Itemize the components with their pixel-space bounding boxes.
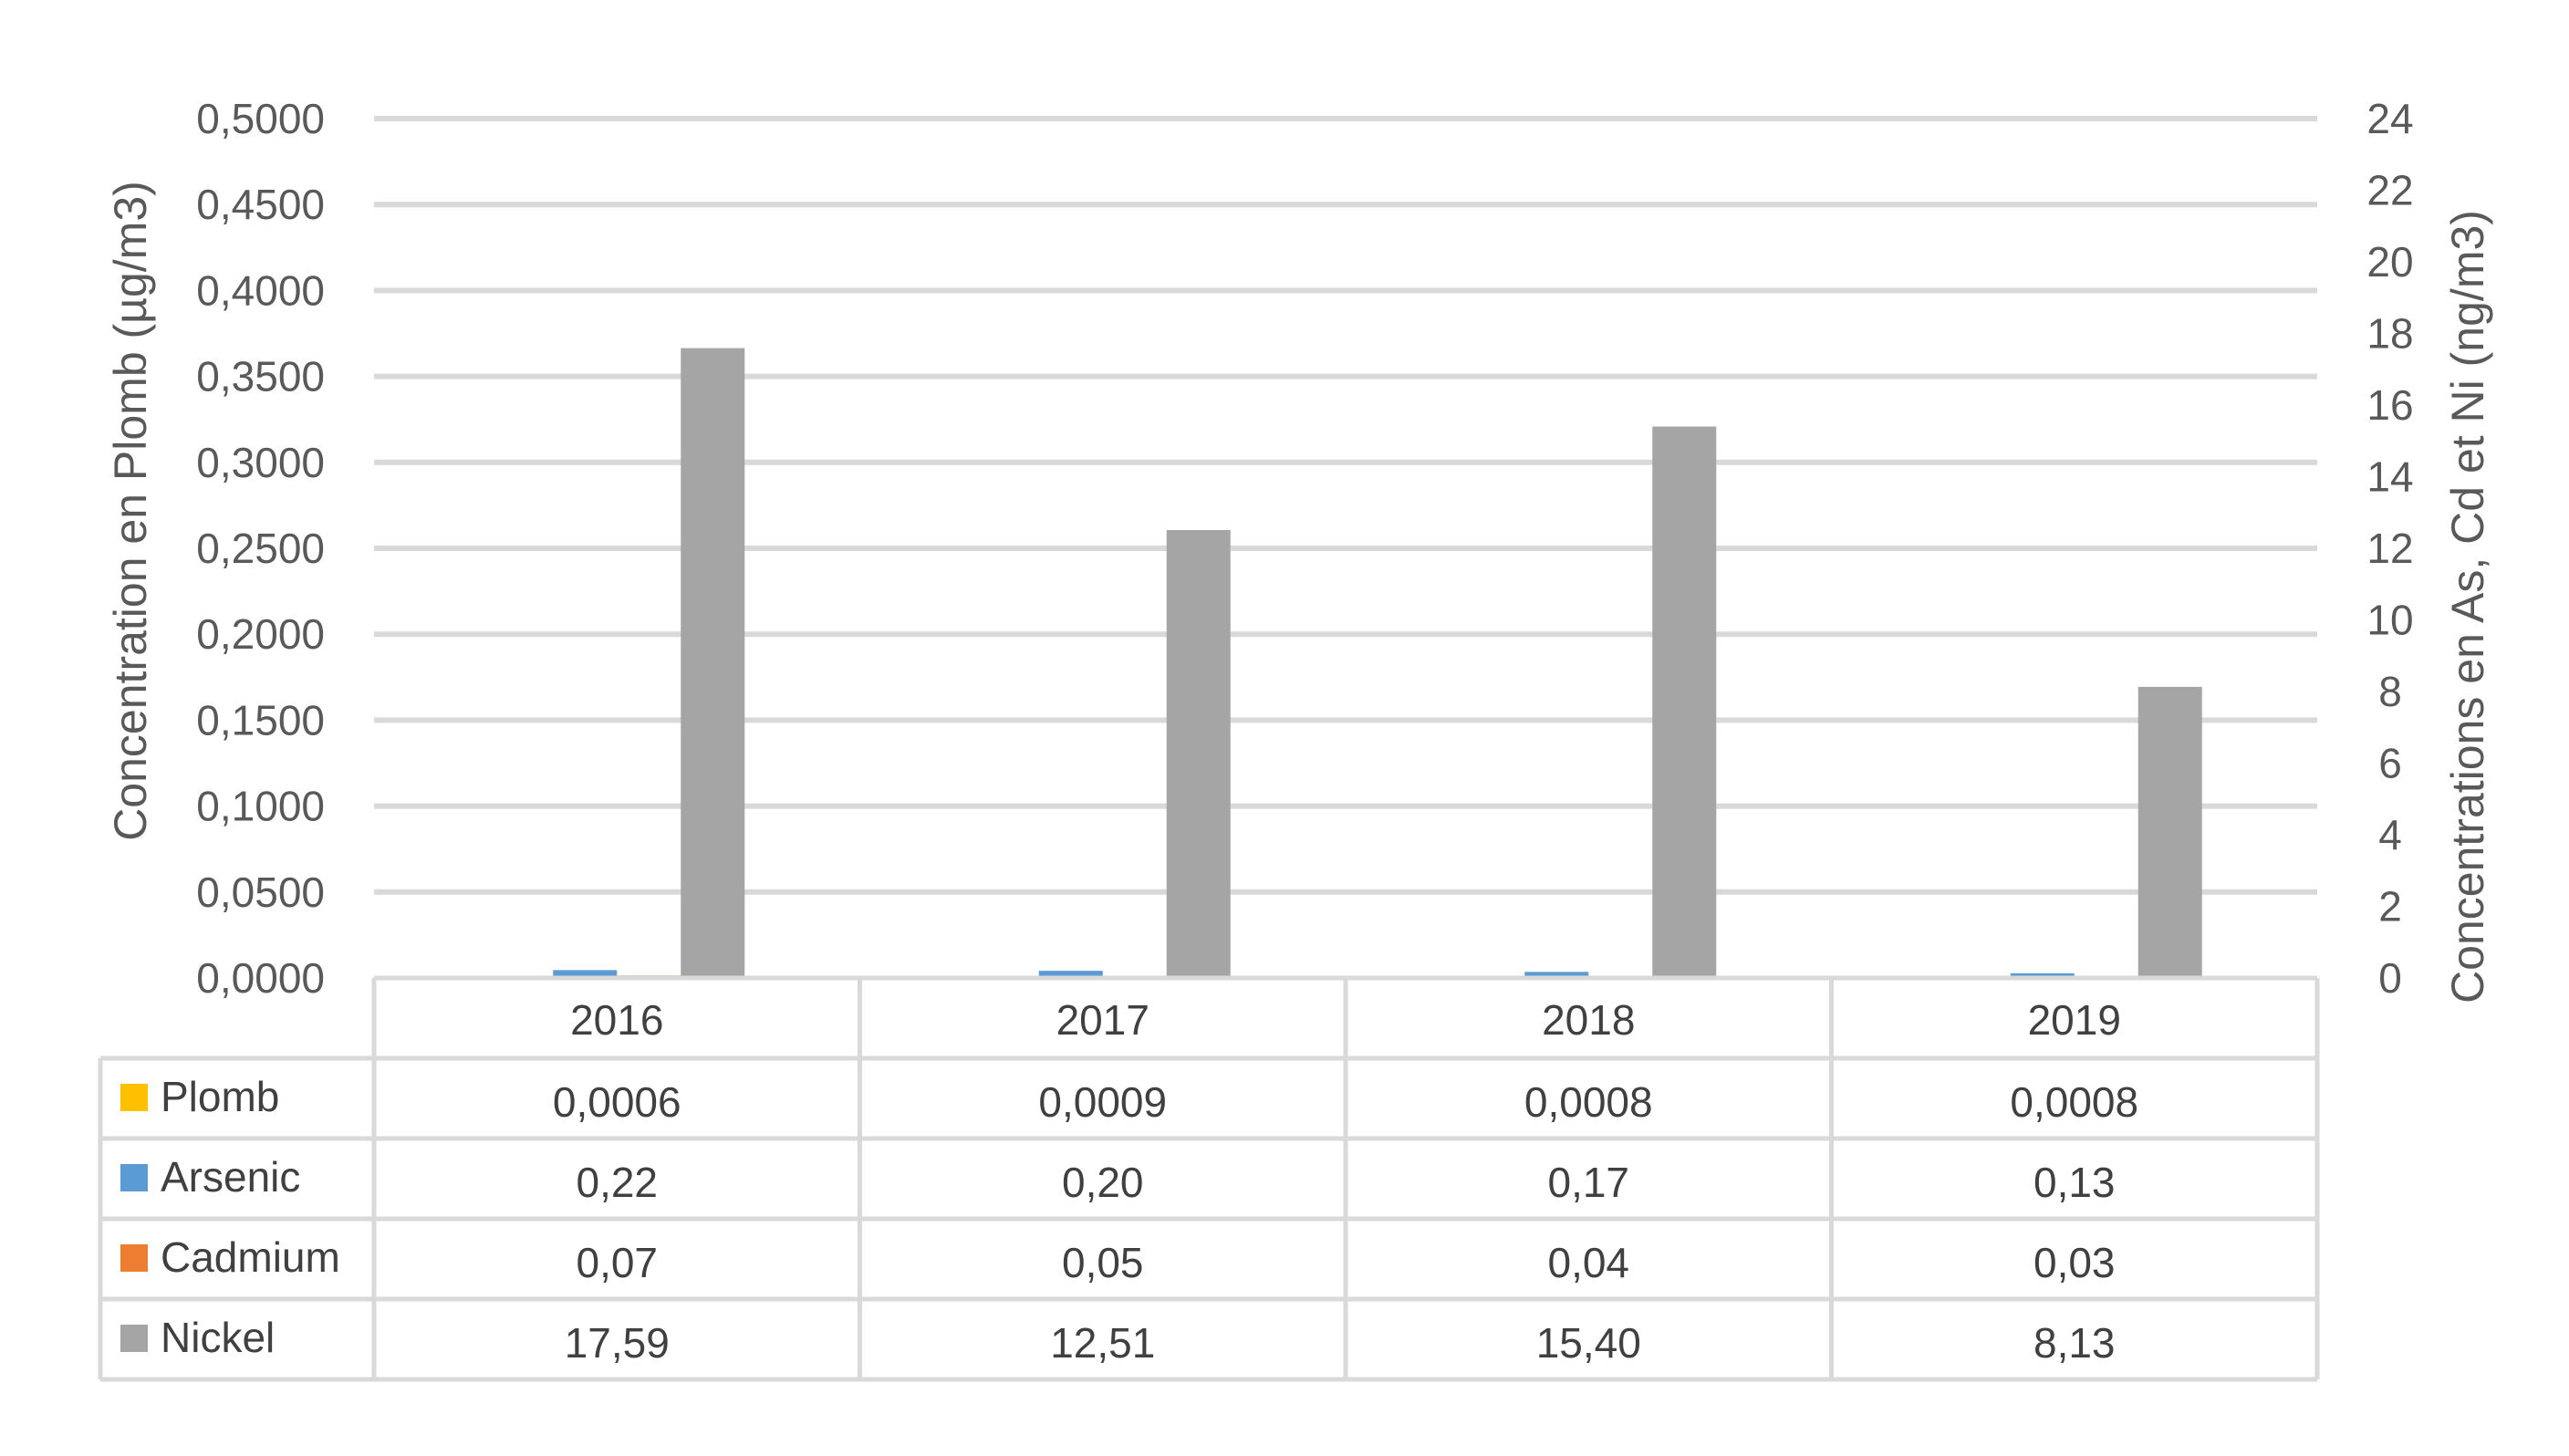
table-cell: 0,13 — [2033, 1159, 2116, 1206]
right-tick-label: 22 — [2366, 167, 2413, 214]
category-label: 2016 — [570, 996, 663, 1044]
category-label: 2017 — [1056, 996, 1149, 1044]
table-cell: 0,0009 — [1038, 1078, 1167, 1126]
legend-label: Cadmium — [161, 1233, 340, 1281]
legend-swatch — [120, 1084, 148, 1111]
left-tick-label: 0,3500 — [196, 353, 325, 400]
category-label: 2019 — [2028, 996, 2121, 1044]
bar-nickel — [1652, 426, 1717, 978]
bar-nickel — [681, 348, 745, 978]
bar-arsenic — [553, 970, 618, 978]
bar-nickel — [2137, 686, 2202, 978]
right-tick-label: 10 — [2366, 597, 2413, 644]
right-tick-label: 20 — [2366, 238, 2413, 286]
table-cell: 0,04 — [1547, 1239, 1629, 1286]
left-tick-label: 0,2000 — [196, 610, 325, 658]
table-cell: 0,0006 — [553, 1078, 681, 1126]
bar-arsenic — [1524, 972, 1589, 978]
right-axis-title: Concentrations en As, Cd et Ni (ng/m3) — [2442, 210, 2493, 1004]
right-tick-label: 0 — [2378, 954, 2402, 1002]
left-tick-label: 0,5000 — [196, 95, 325, 142]
left-tick-label: 0,1000 — [196, 783, 325, 830]
table-cell: 0,20 — [1062, 1159, 1144, 1206]
left-tick-label: 0,0000 — [196, 954, 325, 1002]
bars — [489, 348, 2202, 978]
table-cell: 17,59 — [565, 1319, 670, 1367]
table-cell: 0,17 — [1547, 1159, 1629, 1206]
bar-nickel — [1166, 529, 1231, 978]
right-tick-label: 18 — [2366, 310, 2413, 358]
left-axis-title: Concentration en Plomb (µg/m3) — [105, 181, 156, 841]
legend-swatch — [120, 1244, 148, 1272]
legend-swatch — [120, 1325, 148, 1352]
table-cell: 12,51 — [1050, 1319, 1155, 1367]
category-label: 2018 — [1542, 996, 1635, 1044]
right-tick-label: 24 — [2366, 95, 2413, 142]
table-cell: 0,07 — [576, 1239, 658, 1286]
table-cell: 15,40 — [1536, 1319, 1641, 1367]
table-cell: 0,05 — [1062, 1239, 1144, 1286]
table-cell: 0,0008 — [2010, 1078, 2138, 1126]
right-tick-label: 6 — [2378, 740, 2402, 787]
data-table: 2016 2017 2018 2019 Plomb 0,0006 0,0009 0,0008 0… — [98, 975, 2320, 1382]
legend-label: Nickel — [161, 1314, 275, 1361]
left-tick-label: 0,0500 — [196, 868, 325, 916]
left-tick-label: 0,3000 — [196, 439, 325, 486]
left-axis-ticks: 0,0000 0,0500 0,1000 0,1500 0,2000 0,2500 0,30… — [196, 95, 325, 1002]
left-tick-label: 0,4000 — [196, 266, 325, 314]
left-tick-label: 0,2500 — [196, 525, 325, 572]
bar-arsenic — [2010, 972, 2075, 978]
right-tick-label: 4 — [2378, 811, 2402, 858]
table-cell: 8,13 — [2033, 1319, 2116, 1367]
gridlines — [374, 116, 2317, 895]
table-cell: 0,22 — [576, 1159, 658, 1206]
right-tick-label: 8 — [2378, 668, 2402, 715]
right-tick-label: 2 — [2378, 883, 2402, 931]
left-tick-label: 0,4500 — [196, 181, 325, 228]
legend-swatch — [120, 1164, 148, 1191]
left-tick-label: 0,1500 — [196, 696, 325, 744]
table-cell: 0,03 — [2033, 1239, 2116, 1286]
bar-arsenic — [1038, 971, 1103, 978]
right-tick-label: 16 — [2366, 381, 2413, 429]
legend-label: Plomb — [161, 1073, 279, 1120]
legend-label: Arsenic — [161, 1153, 300, 1201]
right-tick-label: 14 — [2366, 453, 2413, 501]
table-cell: 0,0008 — [1524, 1078, 1653, 1126]
right-tick-label: 12 — [2366, 525, 2413, 572]
